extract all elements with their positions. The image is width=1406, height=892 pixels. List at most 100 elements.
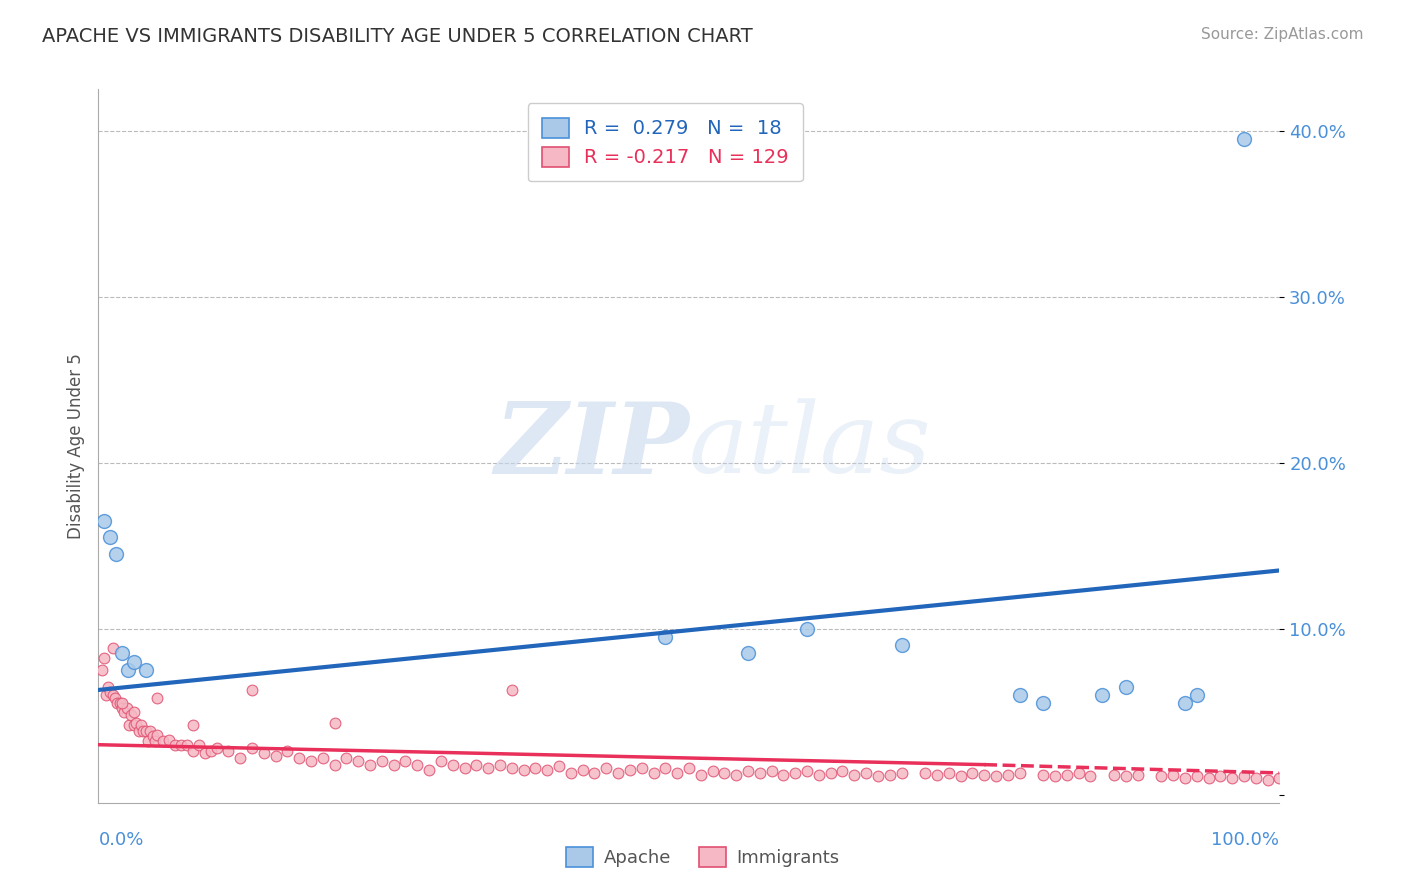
Point [548,759,571,773]
Point [748,766,770,780]
Point [430,754,453,768]
Point [477,761,499,775]
Point [536,763,558,777]
Point [820,766,842,780]
Point [323,716,346,731]
Point [181,718,204,732]
Point [725,767,748,781]
Point [104,691,127,706]
Point [630,761,652,775]
Point [418,763,440,777]
Point [1091,688,1114,702]
Point [678,761,700,775]
Point [97,680,120,694]
Point [737,647,759,661]
Point [1008,766,1031,780]
Point [1185,769,1208,783]
Point [93,514,115,528]
Point [187,738,209,752]
Point [359,757,381,772]
Point [146,691,169,706]
Point [299,754,322,768]
Point [654,630,676,644]
Point [335,751,357,765]
Point [264,749,287,764]
Point [607,766,630,780]
Point [98,684,121,698]
Point [949,769,972,783]
Point [394,754,416,768]
Point [925,767,948,781]
Point [1115,680,1137,694]
Point [194,746,217,760]
Point [595,761,617,775]
Point [489,757,512,772]
Text: 0.0%: 0.0% [98,831,143,849]
Point [1233,132,1256,146]
Point [142,730,165,744]
Point [866,769,889,783]
Point [176,738,198,752]
Point [105,696,128,710]
Point [855,766,877,780]
Point [1032,767,1054,781]
Point [465,757,488,772]
Point [181,744,204,758]
Point [139,724,162,739]
Point [619,763,641,777]
Point [453,761,475,775]
Point [1257,772,1279,787]
Point [761,764,783,779]
Point [1080,769,1102,783]
Point [844,767,866,781]
Point [170,738,193,752]
Point [135,663,157,677]
Point [205,741,228,756]
Point [323,757,346,772]
Point [1067,766,1090,780]
Point [1174,771,1197,785]
Point [654,761,676,775]
Point [689,767,711,781]
Point [1126,767,1149,781]
Point [914,766,936,780]
Point [217,744,239,758]
Point [111,696,134,710]
Point [713,766,735,780]
Y-axis label: Disability Age Under 5: Disability Age Under 5 [66,353,84,539]
Point [501,761,523,775]
Point [288,751,311,765]
Point [312,751,335,765]
Point [157,732,180,747]
Point [371,754,394,768]
Legend: R =  0.279   N =  18, R = -0.217   N = 129: R = 0.279 N = 18, R = -0.217 N = 129 [527,103,803,181]
Point [143,734,166,748]
Point [1174,696,1197,710]
Point [1032,696,1054,710]
Point [1209,769,1232,783]
Point [115,701,138,715]
Point [938,766,960,780]
Point [890,766,912,780]
Point [129,718,152,732]
Text: 100.0%: 100.0% [1212,831,1279,849]
Point [1244,771,1267,785]
Point [501,682,523,697]
Point [879,767,901,781]
Point [1198,771,1220,785]
Point [101,641,124,656]
Point [1043,769,1066,783]
Point [382,757,405,772]
Point [737,764,759,779]
Point [105,547,128,561]
Point [108,696,131,710]
Point [807,767,830,781]
Point [118,718,141,732]
Point [122,718,145,732]
Point [1185,688,1208,702]
Point [229,751,252,765]
Point [666,766,689,780]
Point [101,688,124,702]
Point [146,728,169,742]
Point [890,638,912,652]
